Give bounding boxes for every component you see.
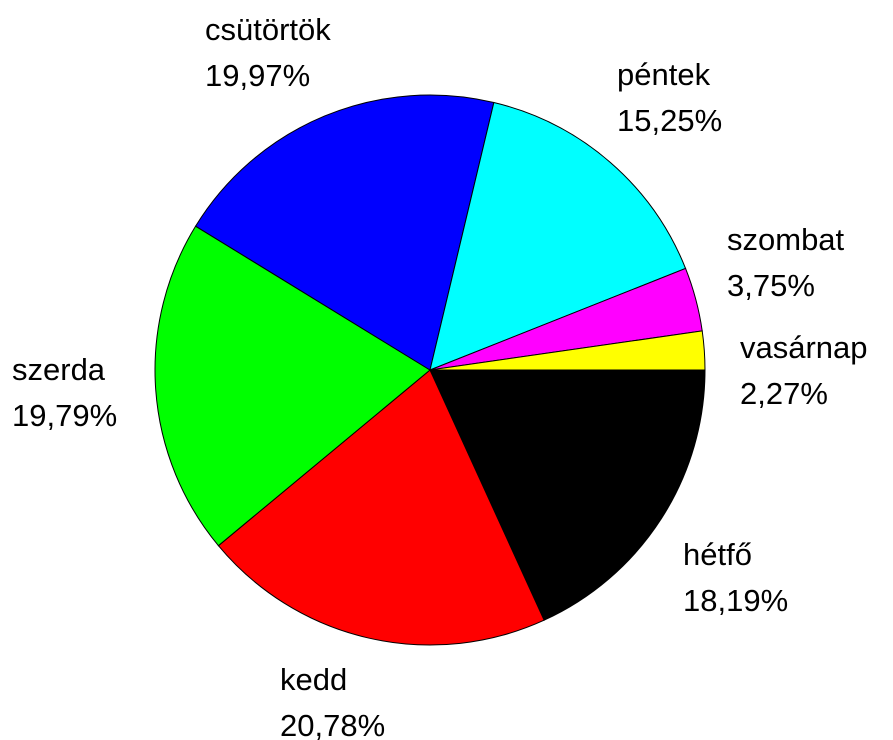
- slice-label: szerda: [12, 352, 106, 387]
- pie-slice: [429, 330, 706, 371]
- slice-value-label: 15,25%: [617, 103, 722, 138]
- slice-label: hétfő: [683, 537, 752, 572]
- slice-value-label: 2,27%: [740, 376, 828, 411]
- slice-value-label: 18,19%: [683, 583, 788, 618]
- slice-label: csütörtök: [205, 12, 331, 47]
- slice-label: szombat: [727, 222, 845, 257]
- slice-value-label: 19,97%: [205, 58, 310, 93]
- pie-slice: [429, 101, 687, 371]
- slice-value-label: 20,78%: [280, 708, 385, 740]
- slice-label: kedd: [280, 662, 347, 697]
- slice-value-label: 19,79%: [12, 398, 117, 433]
- pie-slice: [429, 369, 706, 621]
- slice-label: péntek: [617, 57, 711, 92]
- pie-slice: [194, 94, 495, 371]
- pie-slice: [154, 225, 431, 547]
- slice-value-label: 3,75%: [727, 268, 815, 303]
- pie-slice: [217, 369, 545, 646]
- slice-label: vasárnap: [740, 330, 868, 365]
